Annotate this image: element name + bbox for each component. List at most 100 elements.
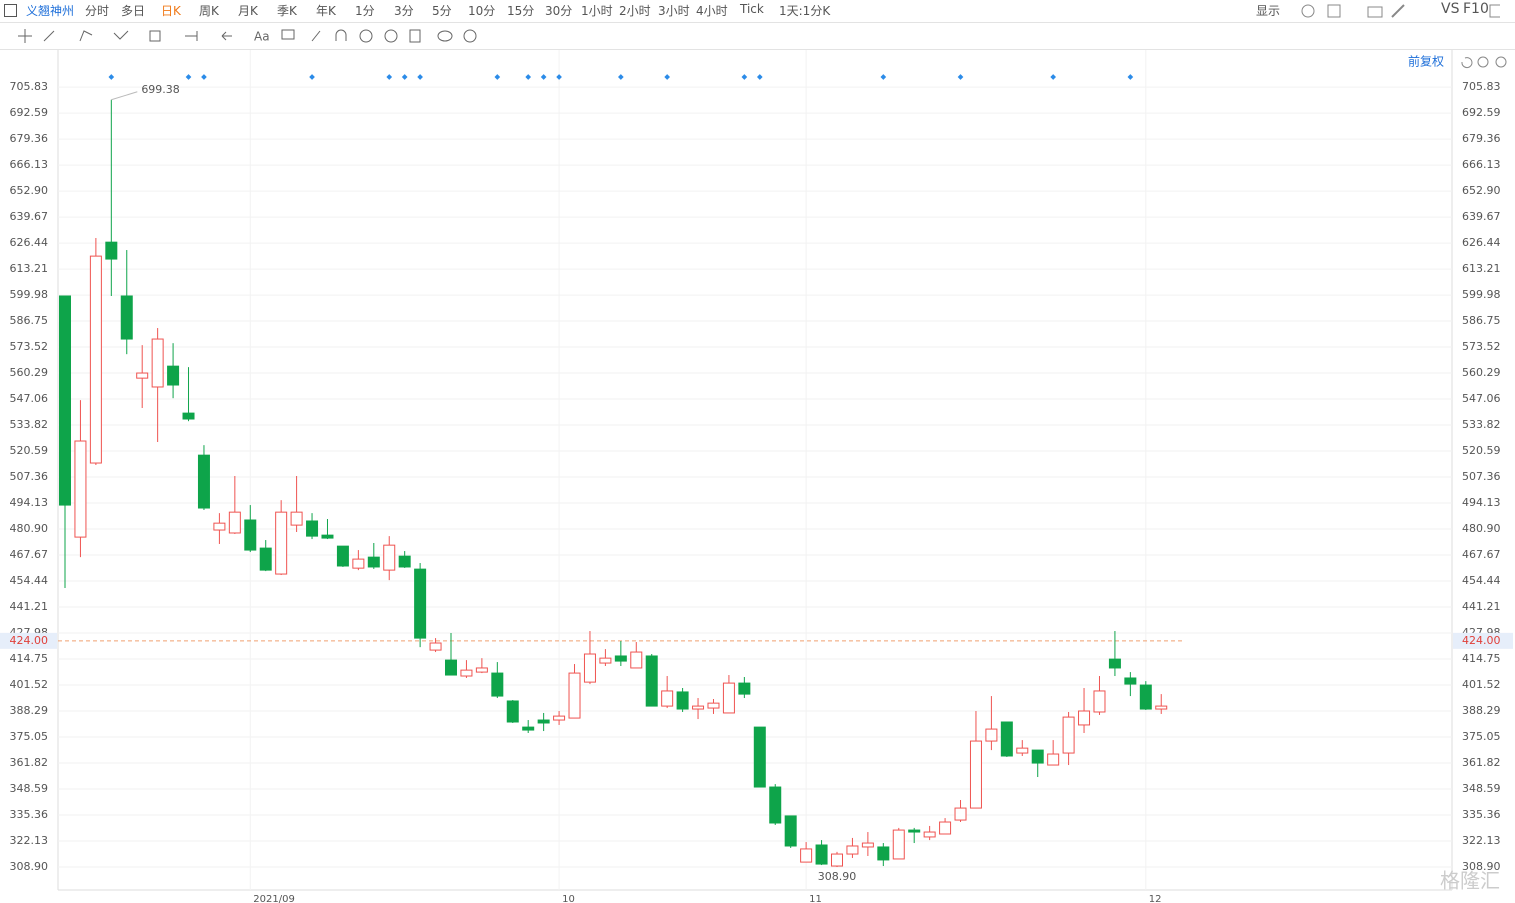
period-tab[interactable]: 多日 bbox=[121, 4, 146, 18]
period-tab[interactable]: Tick bbox=[740, 2, 764, 16]
event-marker bbox=[540, 74, 547, 80]
candle-body bbox=[1155, 705, 1168, 710]
candle-body bbox=[738, 682, 751, 695]
candle-body bbox=[1016, 747, 1029, 754]
y-tick-label-right: 639.67 bbox=[1462, 210, 1501, 223]
y-tick-label-right: 388.29 bbox=[1462, 704, 1501, 717]
period-tab[interactable]: 1分 bbox=[355, 4, 375, 18]
candle-body bbox=[892, 829, 905, 860]
candle-body bbox=[1124, 677, 1137, 685]
y-tick-label: 520.59 bbox=[10, 444, 49, 457]
current-price-box-right bbox=[1453, 632, 1513, 649]
period-tab[interactable]: 10分 bbox=[468, 4, 496, 18]
event-marker bbox=[664, 74, 670, 80]
candle-body bbox=[1093, 690, 1106, 713]
candle-body bbox=[537, 719, 550, 724]
y-tick-label: 613.21 bbox=[10, 262, 49, 275]
period-tab[interactable]: 月K bbox=[238, 4, 258, 18]
high-pointer bbox=[111, 91, 138, 101]
event-marker bbox=[556, 74, 562, 80]
event-marker bbox=[756, 74, 763, 80]
y-tick-label-right: 361.82 bbox=[1462, 756, 1501, 769]
candle-body bbox=[614, 655, 627, 662]
y-tick-label-right: 573.52 bbox=[1462, 340, 1501, 353]
candle-body bbox=[969, 740, 982, 809]
y-tick-label: 414.75 bbox=[10, 652, 49, 665]
y-tick-label: 626.44 bbox=[10, 236, 49, 249]
candle-body bbox=[460, 669, 473, 677]
y-tick-label: 454.44 bbox=[10, 574, 49, 587]
candle-body bbox=[954, 807, 967, 821]
drawing-toolbar: Aa bbox=[0, 23, 1515, 50]
candle-body bbox=[908, 829, 921, 833]
candle-body bbox=[722, 682, 735, 714]
candle-body bbox=[630, 651, 643, 669]
adjust-mode[interactable]: 前复权 bbox=[1408, 54, 1444, 69]
f10-button[interactable]: F10 bbox=[1463, 1, 1489, 17]
candle-body bbox=[136, 372, 149, 379]
period-tab[interactable]: 15分 bbox=[507, 4, 535, 18]
candle-body bbox=[398, 555, 411, 568]
period-tab[interactable]: 1天:1分K bbox=[779, 4, 831, 18]
stock-name[interactable]: 义翘神州 bbox=[26, 4, 75, 18]
y-tick-label-right: 322.13 bbox=[1462, 834, 1501, 847]
event-marker bbox=[741, 74, 748, 80]
period-tab[interactable]: 年K bbox=[316, 4, 336, 18]
candle-body bbox=[522, 726, 535, 731]
candle-body bbox=[769, 786, 782, 824]
period-tab[interactable]: 日K bbox=[161, 4, 181, 18]
y-tick-label: 692.59 bbox=[10, 106, 49, 119]
candle-body bbox=[244, 519, 257, 551]
current-price-label: 424.00 bbox=[10, 634, 49, 647]
candle-body bbox=[414, 568, 427, 639]
candle-body bbox=[939, 821, 952, 835]
y-tick-label-right: 480.90 bbox=[1462, 522, 1501, 535]
period-tab[interactable]: 周K bbox=[199, 4, 219, 18]
period-tab[interactable]: 1小时 bbox=[581, 4, 613, 18]
y-tick-label: 322.13 bbox=[10, 834, 49, 847]
candle-body bbox=[105, 241, 118, 260]
stock-icon bbox=[4, 4, 17, 17]
watermark: 格隆汇 bbox=[1440, 869, 1500, 893]
candle-body bbox=[213, 522, 226, 531]
candle-body bbox=[1108, 658, 1121, 669]
text-tool: Aa bbox=[254, 30, 270, 44]
period-tab[interactable]: 2小时 bbox=[619, 4, 651, 18]
period-tab[interactable]: 4小时 bbox=[696, 4, 728, 18]
current-price-label-right: 424.00 bbox=[1462, 634, 1501, 647]
y-tick-label: 679.36 bbox=[10, 132, 49, 145]
period-tab[interactable]: 季K bbox=[277, 4, 297, 18]
period-tab[interactable]: 3小时 bbox=[658, 4, 690, 18]
event-marker bbox=[386, 74, 393, 80]
y-tick-label-right: 666.13 bbox=[1462, 158, 1501, 171]
y-tick-label-right: 467.67 bbox=[1462, 548, 1501, 561]
y-tick-label-right: 560.29 bbox=[1462, 366, 1501, 379]
toolbar: 义翘神州 分时 多日 日K 周K 月K 季K 年K 1分 3分 5分 10分 15分 30分 1小时 2小时… bbox=[0, 0, 1515, 23]
candle-body bbox=[553, 715, 566, 721]
y-tick-label: 639.67 bbox=[10, 210, 49, 223]
candle-body bbox=[321, 534, 334, 539]
y-tick-label-right: 401.52 bbox=[1462, 678, 1501, 691]
candle-body bbox=[985, 728, 998, 742]
y-tick-label: 308.90 bbox=[10, 860, 49, 873]
event-marker bbox=[618, 74, 624, 80]
period-tab[interactable]: 3分 bbox=[394, 4, 414, 18]
period-tab[interactable]: 5分 bbox=[432, 4, 452, 18]
period-tab[interactable]: 分时 bbox=[85, 4, 110, 18]
period-tab[interactable]: 30分 bbox=[545, 4, 573, 18]
candle-body bbox=[445, 659, 457, 676]
vs-button[interactable]: VS bbox=[1441, 1, 1460, 17]
candle-body bbox=[506, 700, 519, 723]
y-tick-label: 573.52 bbox=[10, 340, 49, 353]
x-tick-label: 2021/09 bbox=[253, 894, 295, 903]
toolbar-icons bbox=[1301, 4, 1500, 18]
y-tick-label: 533.82 bbox=[10, 418, 49, 431]
x-tick-label: 12 bbox=[1149, 894, 1162, 903]
display-menu[interactable]: 显示 bbox=[1256, 4, 1281, 18]
candle-body bbox=[1078, 710, 1091, 726]
candle-body bbox=[784, 815, 797, 847]
candle-body bbox=[1031, 749, 1044, 764]
candle-body bbox=[1139, 684, 1152, 710]
y-tick-label: 467.67 bbox=[10, 548, 49, 561]
